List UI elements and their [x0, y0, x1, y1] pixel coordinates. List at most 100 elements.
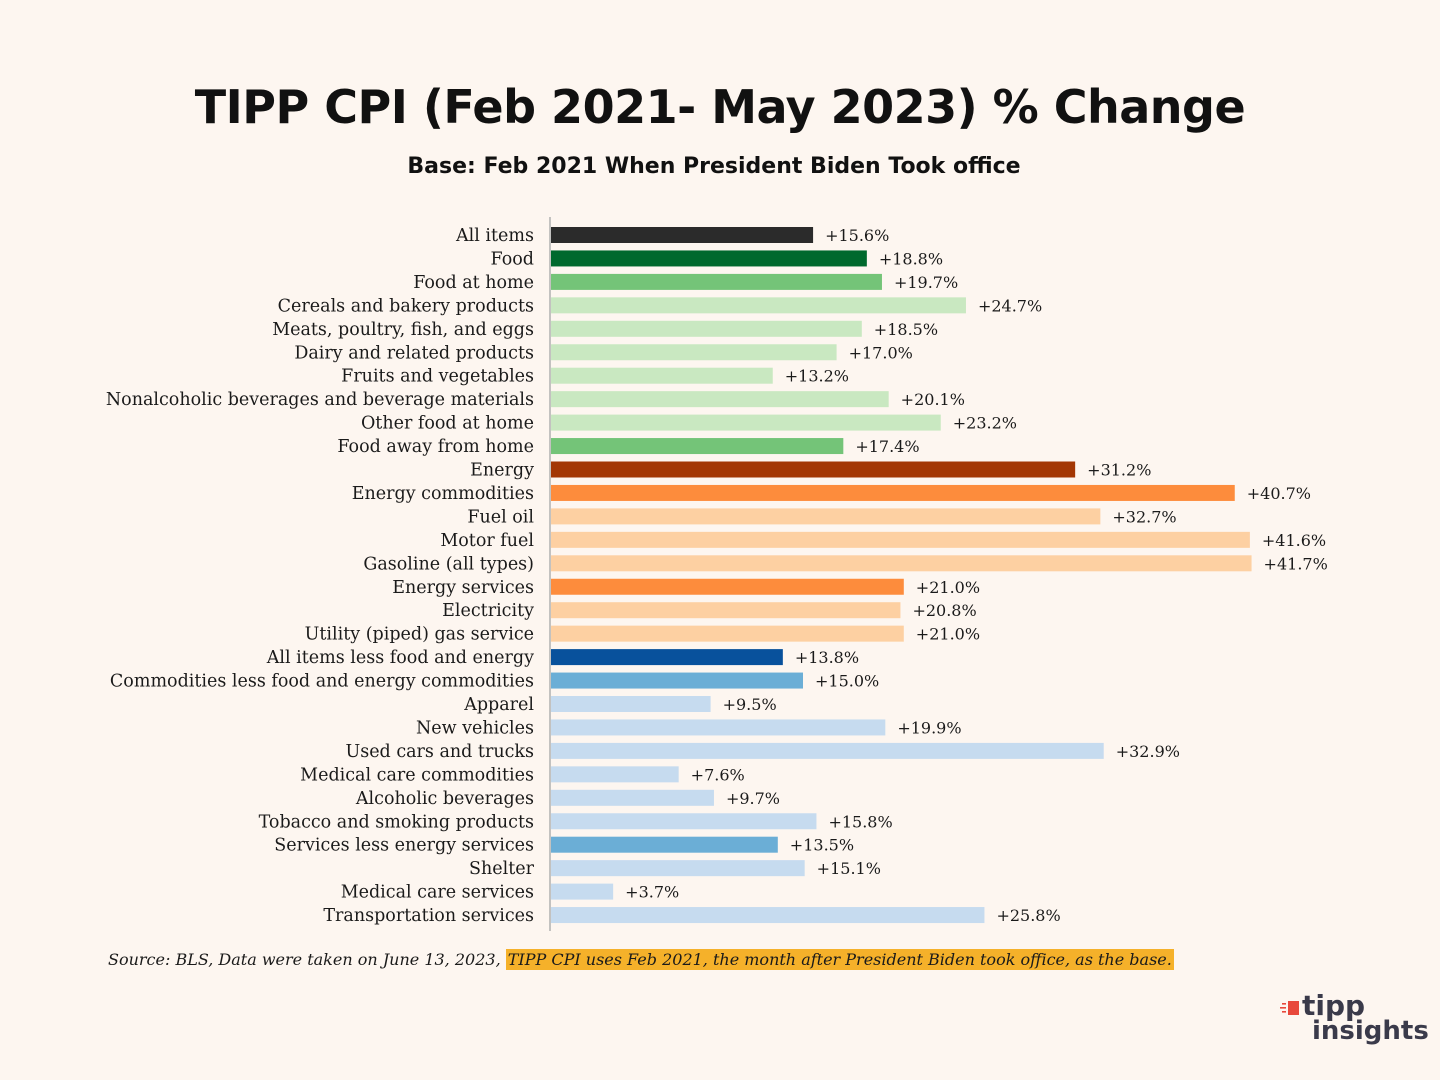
data-label: +18.5%: [874, 320, 938, 339]
chart-subtitle: Base: Feb 2021 When President Biden Took…: [407, 154, 1021, 179]
data-label: +40.7%: [1247, 484, 1311, 503]
bar: [551, 672, 803, 689]
category-label: Commodities less food and energy commodi…: [110, 672, 534, 692]
logo-text-insights: insights: [1312, 1016, 1429, 1046]
category-label: Energy: [470, 461, 534, 481]
bar: [551, 813, 817, 830]
category-label: Shelter: [469, 859, 535, 879]
data-label: +9.5%: [723, 695, 777, 714]
bar: [551, 649, 783, 666]
bar: [551, 297, 966, 314]
category-label: Services less energy services: [274, 836, 534, 856]
data-label: +13.2%: [785, 367, 849, 386]
data-label: +17.0%: [849, 343, 913, 362]
data-label: +31.2%: [1087, 461, 1151, 480]
data-label: +23.2%: [953, 414, 1017, 433]
data-label: +25.8%: [996, 906, 1060, 925]
category-label: Utility (piped) gas service: [305, 625, 534, 645]
data-label: +21.0%: [916, 578, 980, 597]
category-label: Transportation services: [323, 906, 534, 926]
data-label: +18.8%: [879, 249, 943, 268]
bar: [551, 227, 814, 243]
source-highlight-note: TIPP CPI uses Feb 2021, the month after …: [505, 949, 1174, 970]
category-label: Cereals and bakery products: [278, 296, 534, 316]
bar: [551, 883, 614, 900]
data-label: +41.7%: [1264, 554, 1328, 573]
bar: [551, 508, 1101, 525]
category-label: Medical care commodities: [300, 765, 534, 785]
bar: [551, 625, 904, 642]
category-label: Energy commodities: [352, 484, 534, 504]
category-label: Other food at home: [361, 414, 534, 434]
category-label: Apparel: [463, 695, 534, 715]
bar: [551, 391, 889, 408]
bar: [551, 836, 778, 853]
bar: [551, 250, 867, 267]
category-label: Nonalcoholic beverages and beverage mate…: [106, 390, 534, 410]
source-text: Source: BLS, Data were taken on June 13,…: [108, 950, 501, 969]
data-label: +32.7%: [1112, 507, 1176, 526]
category-label: Meats, poultry, fish, and eggs: [272, 320, 534, 340]
bar: [551, 742, 1104, 759]
category-label: Used cars and trucks: [345, 742, 534, 762]
category-label: Motor fuel: [440, 531, 534, 551]
chart-title: TIPP CPI (Feb 2021- May 2023) % Change: [194, 80, 1246, 134]
category-label: New vehicles: [416, 718, 534, 738]
data-label: +17.4%: [855, 437, 919, 456]
category-label: Fruits and vegetables: [341, 367, 534, 387]
data-label: +13.8%: [795, 648, 859, 667]
data-label: +7.6%: [691, 765, 745, 784]
data-label: +20.8%: [912, 601, 976, 620]
data-label: +21.0%: [916, 625, 980, 644]
data-label: +32.9%: [1116, 742, 1180, 761]
data-label: +15.0%: [815, 672, 879, 691]
category-label: Alcoholic beverages: [355, 789, 534, 809]
bar: [551, 719, 886, 736]
logo-text-tipp: tipp: [1302, 989, 1366, 1022]
category-label: Energy services: [392, 578, 534, 598]
data-label: +15.6%: [825, 226, 889, 245]
bar: [551, 531, 1250, 548]
tipp-insights-logo: tipp insights: [1266, 989, 1429, 1050]
data-label: +19.7%: [894, 273, 958, 292]
bar: [551, 766, 679, 783]
bar: [551, 438, 844, 455]
data-label: +15.8%: [828, 812, 892, 831]
bar: [551, 907, 985, 924]
bar: [551, 602, 901, 619]
bar: [551, 696, 711, 712]
bar: [551, 860, 805, 877]
category-label: Medical care services: [341, 883, 534, 903]
data-label: +41.6%: [1262, 531, 1326, 550]
data-label: +24.7%: [978, 296, 1042, 315]
bar: [551, 578, 904, 595]
bar: [551, 789, 714, 806]
category-label: Fuel oil: [467, 507, 534, 527]
bar: [551, 320, 862, 337]
bar: [551, 344, 837, 361]
data-label: +19.9%: [897, 718, 961, 737]
category-label: All items: [455, 226, 534, 246]
category-label: Gasoline (all types): [363, 554, 534, 574]
category-label: Dairy and related products: [294, 343, 534, 363]
data-label: +15.1%: [817, 859, 881, 878]
bar: [551, 461, 1076, 478]
data-label: +20.1%: [901, 390, 965, 409]
category-label: Food away from home: [337, 437, 534, 457]
bar: [551, 484, 1235, 501]
category-label: Tobacco and smoking products: [259, 812, 534, 832]
data-label: +3.7%: [625, 883, 679, 902]
bar: [551, 555, 1252, 572]
source-footnote: Source: BLS, Data were taken on June 13,…: [108, 949, 1174, 970]
category-label: All items less food and energy: [266, 648, 534, 668]
category-label: Food at home: [413, 273, 534, 293]
bar: [551, 367, 773, 384]
data-label: +13.5%: [790, 836, 854, 855]
bar: [551, 273, 882, 290]
logo-mark-icon: [1280, 1001, 1299, 1015]
data-label: +9.7%: [726, 789, 780, 808]
bar: [551, 414, 941, 431]
category-label: Electricity: [442, 601, 534, 621]
